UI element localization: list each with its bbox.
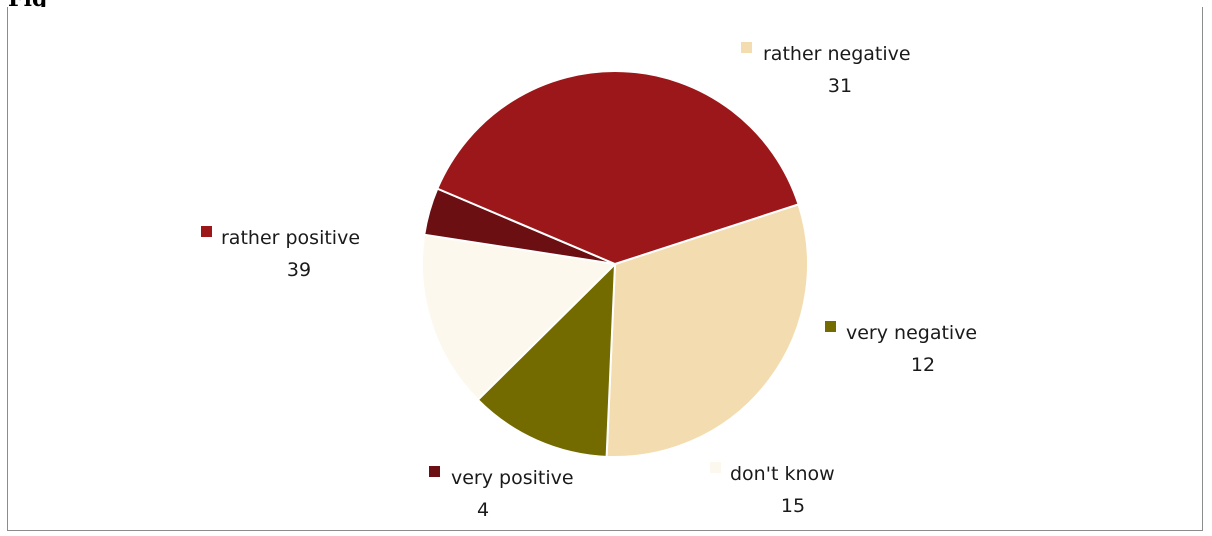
legend-swatch-rather-negative xyxy=(741,42,752,53)
slice-label-don-t-know: don't know xyxy=(730,463,835,485)
slice-value-very-positive: 4 xyxy=(477,499,489,521)
pie-slices xyxy=(421,70,809,458)
data-label-very-negative: very negative 12 xyxy=(825,321,977,376)
legend-swatch-don-t-know xyxy=(710,462,721,473)
slice-value-very-negative: 12 xyxy=(911,354,935,376)
slice-label-rather-negative: rather negative xyxy=(763,43,911,65)
legend-swatch-very-positive xyxy=(429,466,440,477)
slice-label-very-negative: very negative xyxy=(846,322,977,344)
slice-value-rather-negative: 31 xyxy=(828,75,852,97)
data-label-rather-positive: rather positive 39 xyxy=(201,226,360,281)
pie-slice-very-negative xyxy=(476,263,616,458)
slice-label-very-positive: very positive xyxy=(451,467,574,489)
pie-slice-don-t-know xyxy=(421,233,616,401)
slice-value-rather-positive: 39 xyxy=(287,259,311,281)
pie-chart: rather negative 31 very negative 12 don't kn… xyxy=(201,42,977,521)
pie-labels: rather negative 31 very negative 12 don't kn… xyxy=(201,42,977,521)
chart-container: rather negative 31 very negative 12 don't kn… xyxy=(7,7,1203,531)
data-label-very-positive: very positive 4 xyxy=(429,466,574,521)
data-label-don-t-know: don't know 15 xyxy=(710,462,835,517)
legend-swatch-rather-positive xyxy=(201,226,212,237)
slice-value-don-t-know: 15 xyxy=(781,495,805,517)
data-label-rather-negative: rather negative 31 xyxy=(741,42,911,97)
pie-slice-rather-positive xyxy=(436,70,800,265)
pie-slice-rather-negative xyxy=(605,203,809,458)
slice-label-rather-positive: rather positive xyxy=(221,227,360,249)
legend-swatch-very-negative xyxy=(825,321,836,332)
